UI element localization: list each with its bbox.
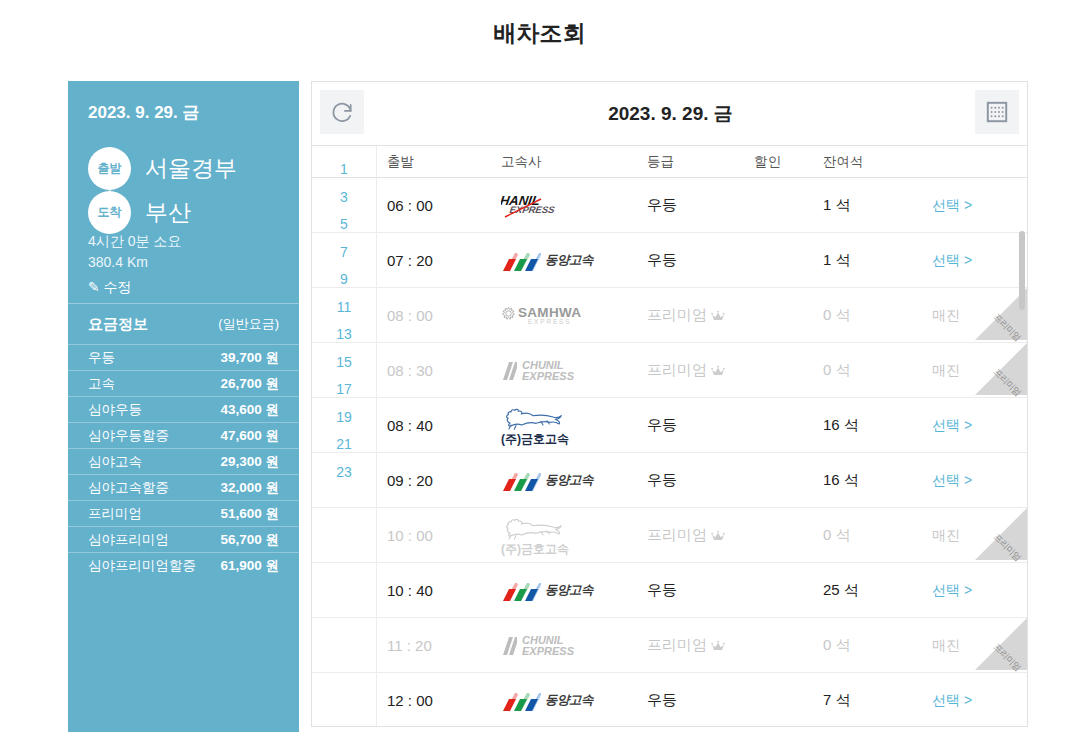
svg-text:EXPRESS: EXPRESS (509, 204, 556, 215)
